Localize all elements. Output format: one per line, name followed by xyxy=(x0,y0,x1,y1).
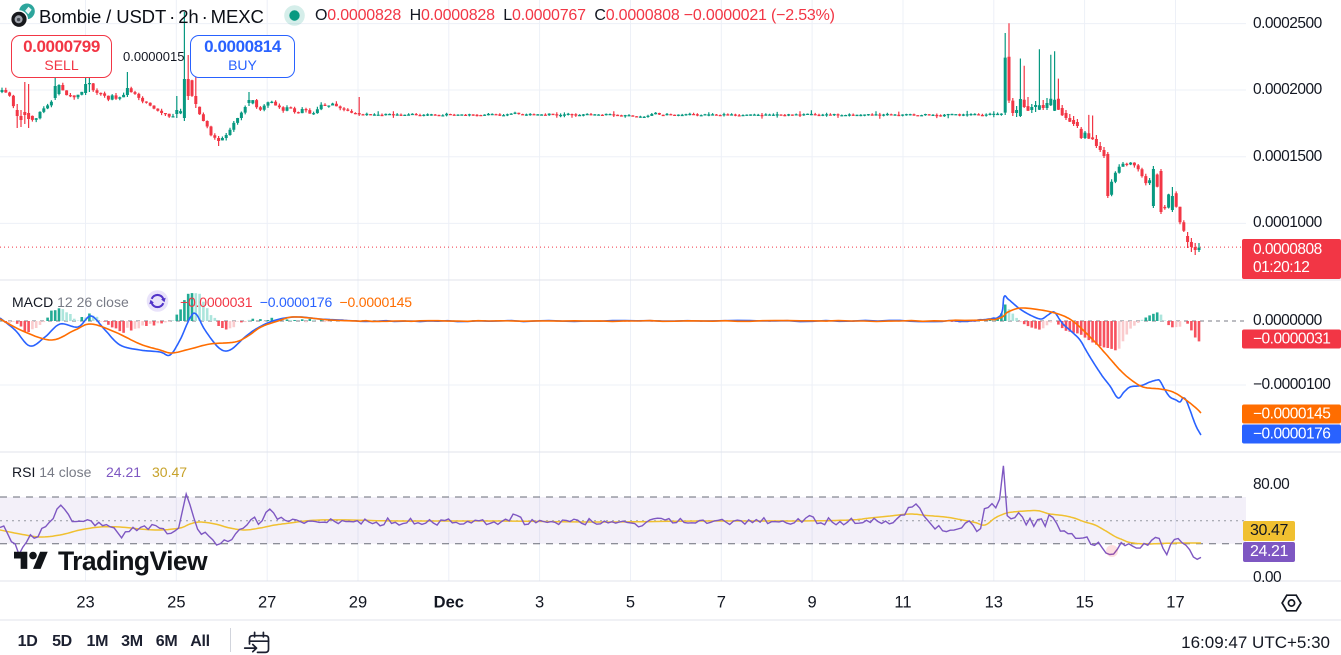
svg-text:TradingView: TradingView xyxy=(58,546,208,576)
